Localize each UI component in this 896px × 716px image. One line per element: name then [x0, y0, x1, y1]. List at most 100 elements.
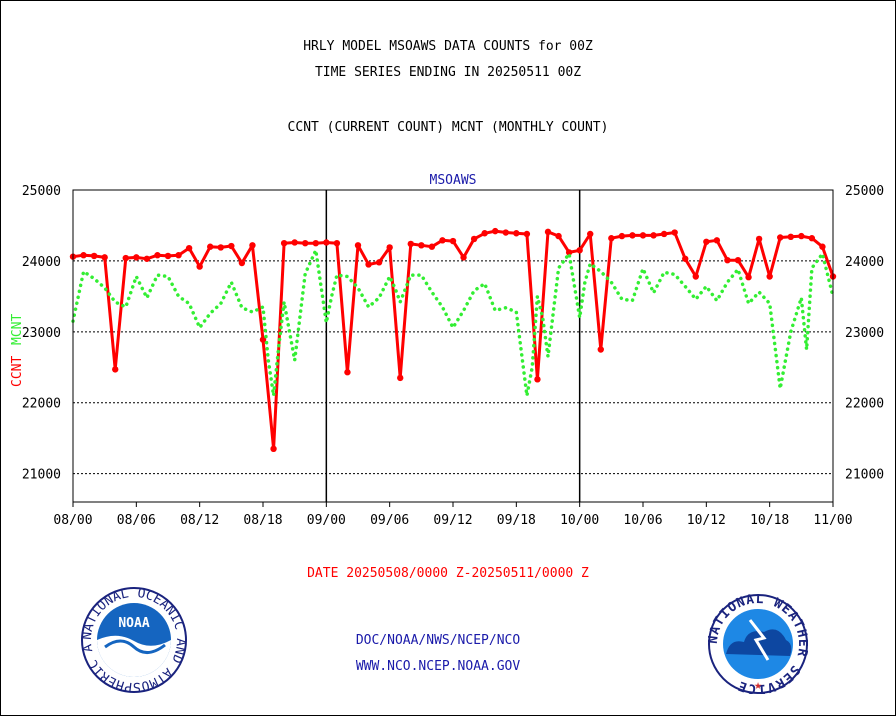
day-separators [325, 190, 581, 502]
data-point-ccnt [154, 252, 161, 259]
data-point-ccnt [660, 230, 668, 238]
y-tick-label-right: 25000 [845, 184, 884, 199]
x-tick-label: 10/12 [687, 513, 726, 528]
data-point-ccnt [196, 263, 203, 270]
data-point-ccnt [418, 242, 425, 249]
x-tick-label: 09/18 [497, 513, 536, 528]
org-path-label: DOC/NOAA/NWS/NCEP/NCO [355, 633, 521, 648]
data-point-ccnt [798, 232, 805, 240]
data-point-ccnt [787, 233, 794, 240]
data-point-ccnt [639, 232, 647, 239]
data-point-ccnt [597, 346, 604, 353]
data-point-ccnt [755, 235, 763, 243]
data-point-ccnt [228, 242, 235, 250]
x-tick-label: 09/00 [307, 513, 346, 528]
data-point-ccnt [122, 254, 129, 262]
data-point-ccnt [80, 252, 87, 259]
y-tick-label-right: 22000 [845, 397, 884, 412]
y-tick-label-right: 21000 [845, 468, 884, 483]
noaa-logo: NOAA NATIONAL OCEANIC AND ATMOSPHERIC AD… [81, 587, 187, 693]
data-point-ccnt [449, 237, 457, 245]
data-point-ccnt [112, 366, 119, 373]
data-point-ccnt [682, 255, 689, 262]
data-point-ccnt [397, 374, 404, 382]
data-point-ccnt [185, 244, 193, 252]
data-point-ccnt [164, 252, 172, 260]
y-axis-label-ccnt: CCNT [10, 356, 25, 387]
x-tick-label: 10/18 [750, 513, 789, 528]
data-point-ccnt [259, 336, 267, 343]
data-point-ccnt [745, 274, 752, 281]
x-tick-label: 08/18 [243, 513, 282, 528]
data-point-ccnt [565, 249, 573, 256]
data-point-ccnt [217, 244, 224, 251]
data-point-ccnt [766, 273, 773, 280]
data-point-ccnt [323, 239, 330, 246]
data-point-ccnt [808, 235, 816, 242]
series-lines [69, 227, 837, 453]
data-point-ccnt [249, 242, 256, 249]
x-tick-label: 09/12 [433, 513, 472, 528]
data-point-ccnt [555, 232, 562, 240]
x-tick-label: 10/00 [560, 513, 599, 528]
svg-text:NOAA: NOAA [118, 616, 149, 631]
data-point-ccnt [90, 252, 98, 260]
data-point-ccnt [671, 229, 678, 236]
y-tick-label-right: 24000 [845, 255, 884, 270]
y-tick-label-left: 21000 [22, 468, 61, 483]
data-point-ccnt [650, 232, 657, 239]
svg-text:★: ★ [754, 678, 762, 693]
series-line-ccnt [72, 229, 835, 451]
x-tick-label: 11/00 [813, 513, 852, 528]
data-point-ccnt [713, 237, 721, 244]
website-link[interactable]: WWW.NCO.NCEP.NOAA.GOV [355, 659, 521, 674]
series-line-mcnt [71, 248, 835, 398]
nws-logo: NATIONAL WEATHER SERVICE ★ [708, 594, 808, 694]
data-point-ccnt [734, 257, 742, 264]
y-tick-label-right: 23000 [845, 326, 884, 341]
data-point-ccnt [238, 259, 246, 267]
date-range-label: DATE 20250508/0000 Z-20250511/0000 Z [307, 566, 589, 581]
data-point-ccnt [302, 239, 309, 247]
data-point-ccnt [544, 228, 552, 236]
data-point-ccnt [608, 235, 615, 242]
x-tick-label: 08/00 [53, 513, 92, 528]
plot-title: MSOAWS [430, 173, 477, 188]
data-point-ccnt [365, 261, 372, 268]
y-tick-label-left: 23000 [22, 326, 61, 341]
x-tick-label: 10/06 [623, 513, 662, 528]
x-tick-label: 08/12 [180, 513, 219, 528]
chart-title-line1: HRLY MODEL MSOAWS DATA COUNTS for 00Z [303, 39, 593, 54]
data-point-ccnt [534, 376, 541, 383]
y-tick-label-left: 22000 [22, 397, 61, 412]
data-point-ccnt [344, 369, 351, 376]
y-tick-label-left: 24000 [22, 255, 61, 270]
data-point-ccnt [470, 235, 478, 243]
data-point-ccnt [618, 232, 626, 240]
x-tick-label: 09/06 [370, 513, 409, 528]
data-point-ccnt [819, 243, 826, 250]
data-point-ccnt [280, 239, 288, 247]
data-point-ccnt [629, 232, 636, 239]
data-point-ccnt [576, 247, 583, 254]
series-legend-line: CCNT (CURRENT COUNT) MCNT (MONTHLY COUNT… [287, 120, 609, 135]
data-point-ccnt [703, 238, 710, 245]
data-point-ccnt [407, 240, 414, 248]
data-point-ccnt [439, 237, 446, 244]
data-point-ccnt [207, 243, 214, 250]
data-point-ccnt [587, 230, 594, 238]
y-axis-label-mcnt: MCNT [10, 314, 25, 345]
data-point-ccnt [428, 243, 436, 250]
data-point-ccnt [375, 259, 383, 266]
data-point-ccnt [523, 230, 531, 238]
data-point-ccnt [312, 239, 319, 247]
axis-labels: 21000 21000 22000 22000 23000 23000 24000 24000… [22, 184, 884, 528]
data-point-ccnt [133, 254, 140, 261]
data-point-ccnt [513, 230, 520, 237]
data-point-ccnt [502, 229, 509, 236]
y-tick-label-left: 25000 [22, 184, 61, 199]
data-point-ccnt [143, 255, 151, 262]
chart-title-line2: TIME SERIES ENDING IN 20250511 00Z [314, 65, 582, 80]
data-point-ccnt [386, 244, 393, 251]
